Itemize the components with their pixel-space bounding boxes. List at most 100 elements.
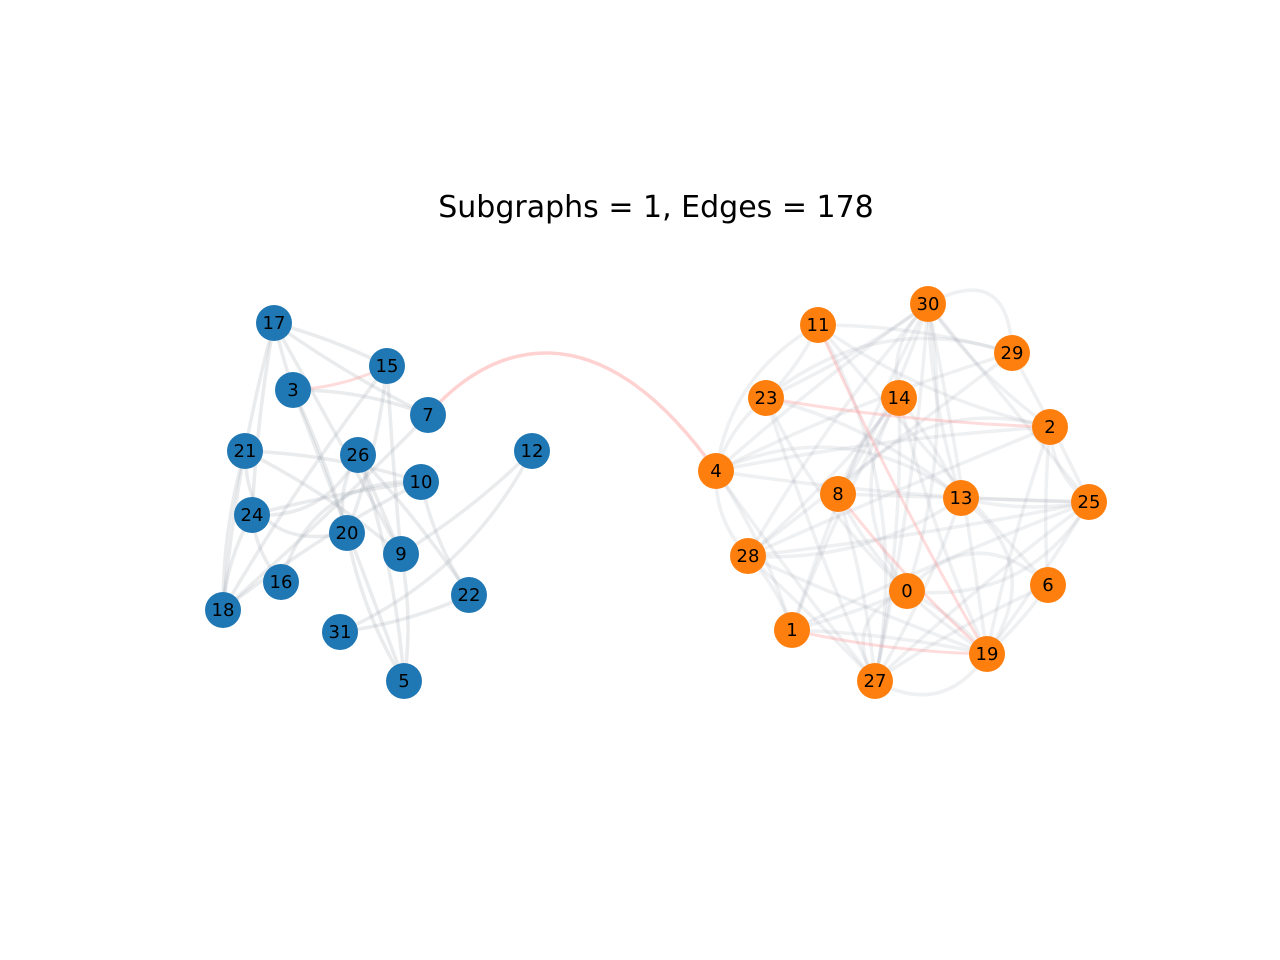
node-circle bbox=[800, 307, 836, 343]
graph-edge bbox=[764, 396, 963, 500]
graph-edge bbox=[1043, 425, 1052, 587]
graph-edge bbox=[221, 364, 389, 612]
graph-node-10[interactable]: 10 bbox=[403, 464, 439, 500]
graph-edge bbox=[746, 302, 930, 558]
node-circle bbox=[205, 592, 241, 628]
graph-node-8[interactable]: 8 bbox=[820, 476, 856, 512]
graph-node-4[interactable]: 4 bbox=[698, 453, 734, 489]
graph-edge bbox=[250, 480, 423, 517]
node-label: 10 bbox=[410, 472, 433, 493]
graph-edge bbox=[746, 500, 1091, 558]
node-circle bbox=[383, 536, 419, 572]
node-label: 8 bbox=[832, 484, 843, 505]
graph-edge bbox=[746, 351, 1014, 558]
node-circle bbox=[403, 464, 439, 500]
graph-edge bbox=[338, 593, 471, 634]
node-circle bbox=[322, 614, 358, 650]
graph-edge bbox=[836, 416, 1052, 496]
graph-node-31[interactable]: 31 bbox=[322, 614, 358, 650]
graph-node-29[interactable]: 29 bbox=[994, 335, 1030, 371]
node-label: 6 bbox=[1042, 575, 1053, 596]
node-circle bbox=[514, 433, 550, 469]
node-label: 4 bbox=[710, 461, 721, 482]
graph-node-14[interactable]: 14 bbox=[881, 380, 917, 416]
graph-edge bbox=[790, 628, 989, 656]
graph-node-16[interactable]: 16 bbox=[263, 564, 299, 600]
graph-edge bbox=[873, 302, 930, 683]
graph-edge bbox=[221, 449, 247, 612]
node-circle bbox=[451, 577, 487, 613]
node-label: 17 bbox=[263, 313, 286, 334]
node-label: 9 bbox=[395, 544, 406, 565]
graph-edge bbox=[399, 449, 534, 556]
graph-edge bbox=[714, 323, 820, 473]
graph-edge bbox=[714, 469, 877, 683]
graph-edge bbox=[746, 496, 963, 559]
node-circle bbox=[774, 612, 810, 648]
graph-node-0[interactable]: 0 bbox=[889, 573, 925, 609]
graph-node-19[interactable]: 19 bbox=[969, 636, 1005, 672]
node-label: 16 bbox=[270, 572, 293, 593]
graph-node-22[interactable]: 22 bbox=[451, 577, 487, 613]
graph-node-25[interactable]: 25 bbox=[1071, 484, 1107, 520]
graph-edge bbox=[869, 396, 909, 593]
graph-node-23[interactable]: 23 bbox=[748, 380, 784, 416]
node-label: 18 bbox=[212, 600, 235, 621]
graph-node-15[interactable]: 15 bbox=[369, 348, 405, 384]
graph-node-7[interactable]: 7 bbox=[410, 397, 446, 433]
graph-edge bbox=[243, 449, 349, 539]
node-circle bbox=[329, 515, 365, 551]
graph-edge bbox=[816, 323, 1014, 355]
graph-edge bbox=[790, 302, 930, 632]
node-circle bbox=[889, 573, 925, 609]
graph-node-9[interactable]: 9 bbox=[383, 536, 419, 572]
graph-edge bbox=[764, 396, 877, 683]
node-circle bbox=[1032, 409, 1068, 445]
node-label: 28 bbox=[737, 546, 760, 567]
graph-node-26[interactable]: 26 bbox=[340, 437, 376, 473]
node-label: 24 bbox=[241, 505, 264, 526]
graph-edge bbox=[746, 554, 877, 683]
graph-edge bbox=[816, 323, 888, 683]
graph-edge bbox=[905, 302, 939, 593]
graph-node-1[interactable]: 1 bbox=[774, 612, 810, 648]
graph-node-18[interactable]: 18 bbox=[205, 592, 241, 628]
graph-node-24[interactable]: 24 bbox=[234, 497, 270, 533]
node-circle bbox=[994, 335, 1030, 371]
graph-edge bbox=[926, 302, 1052, 429]
graph-node-12[interactable]: 12 bbox=[514, 433, 550, 469]
node-label: 19 bbox=[976, 644, 999, 665]
graph-node-27[interactable]: 27 bbox=[857, 663, 893, 699]
graph-node-21[interactable]: 21 bbox=[227, 433, 263, 469]
graph-edge bbox=[816, 323, 1050, 587]
graph-node-13[interactable]: 13 bbox=[943, 480, 979, 516]
node-circle bbox=[943, 480, 979, 516]
graph-node-30[interactable]: 30 bbox=[910, 286, 946, 322]
graph-node-2[interactable]: 2 bbox=[1032, 409, 1068, 445]
node-circle bbox=[263, 564, 299, 600]
graph-edge bbox=[356, 453, 471, 597]
node-circle bbox=[275, 372, 311, 408]
graph-node-5[interactable]: 5 bbox=[386, 663, 422, 699]
graph-node-17[interactable]: 17 bbox=[256, 305, 292, 341]
graph-edge bbox=[764, 396, 989, 656]
graph-edge bbox=[714, 351, 1014, 473]
graph-edge bbox=[816, 323, 989, 656]
graph-node-6[interactable]: 6 bbox=[1030, 567, 1066, 603]
node-circle bbox=[698, 453, 734, 489]
graph-node-20[interactable]: 20 bbox=[329, 515, 365, 551]
graph-edge bbox=[873, 583, 1050, 683]
graph-edge bbox=[338, 449, 534, 634]
graph-edge bbox=[243, 449, 423, 484]
graph-edge bbox=[272, 321, 403, 556]
node-circle bbox=[969, 636, 1005, 672]
graph-node-3[interactable]: 3 bbox=[275, 372, 311, 408]
graph-node-28[interactable]: 28 bbox=[730, 538, 766, 574]
graph-node-11[interactable]: 11 bbox=[800, 307, 836, 343]
graph-edge bbox=[746, 425, 1052, 558]
node-circle bbox=[881, 380, 917, 416]
node-label: 23 bbox=[755, 388, 778, 409]
node-label: 13 bbox=[950, 488, 973, 509]
node-circle bbox=[227, 433, 263, 469]
